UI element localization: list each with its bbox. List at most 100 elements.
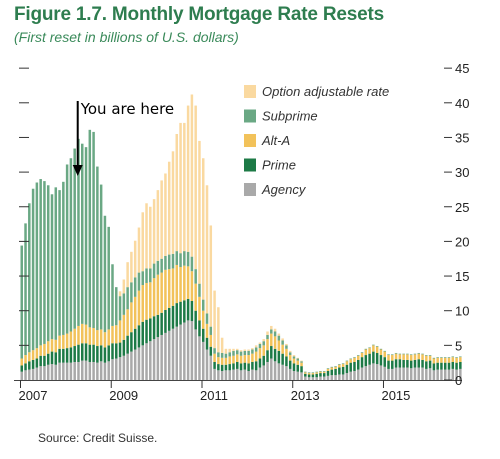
bar-prime-28: [122, 339, 126, 356]
bar-option-adjustable-rate-28: [122, 279, 126, 294]
bar-alt-a-51: [209, 334, 213, 347]
bar-option-adjustable-rate-29: [126, 262, 129, 288]
bar-alt-a-90: [357, 355, 360, 360]
bar-agency-84: [334, 375, 337, 380]
bar-subprime-110: [432, 357, 436, 359]
bar-prime-3: [28, 361, 31, 370]
bar-alt-a-93: [368, 348, 371, 354]
bar-agency-75: [300, 372, 303, 380]
bar-alt-a-81: [322, 371, 326, 374]
bar-subprime-9: [50, 194, 54, 340]
bar-alt-a-4: [31, 350, 35, 360]
bar-agency-98: [387, 368, 390, 380]
y-tick-label-20: 20: [455, 234, 469, 249]
bar-option-adjustable-rate-40: [167, 161, 171, 255]
bar-agency-6: [39, 366, 42, 380]
bar-subprime-6: [39, 179, 42, 346]
bar-subprime-3: [28, 203, 31, 353]
bar-alt-a-84: [334, 366, 337, 369]
bar-alt-a-42: [175, 264, 179, 304]
bar-subprime-43: [179, 253, 182, 268]
bar-agency-40: [167, 330, 171, 380]
bar-prime-109: [428, 360, 432, 369]
bar-agency-16: [77, 361, 80, 380]
bar-agency-8: [46, 364, 50, 380]
bar-option-adjustable-rate-75: [300, 360, 303, 362]
bar-prime-8: [46, 353, 50, 365]
bar-agency-62: [251, 369, 254, 380]
you-are-here-annotation: You are here: [72, 100, 174, 176]
bar-subprime-51: [209, 326, 213, 335]
bar-agency-80: [319, 376, 322, 380]
bar-prime-13: [65, 348, 69, 363]
bar-agency-28: [122, 355, 126, 380]
bar-prime-71: [285, 356, 288, 367]
bar-agency-89: [353, 370, 356, 380]
y-tick-label-40: 40: [455, 96, 469, 111]
bar-subprime-67: [270, 329, 273, 334]
bar-subprime-78: [311, 372, 315, 374]
legend-label-subprime: Subprime: [262, 109, 318, 124]
bar-prime-15: [73, 346, 76, 362]
bar-prime-45: [186, 298, 190, 321]
bar-subprime-11: [58, 190, 61, 336]
bar-alt-a-66: [266, 339, 269, 351]
bar-prime-115: [451, 361, 455, 369]
bar-prime-47: [194, 310, 197, 330]
x-tick-label-2011: 2011: [200, 388, 228, 403]
bar-prime-10: [54, 352, 58, 365]
bar-option-adjustable-rate-67: [270, 325, 273, 330]
bar-subprime-28: [122, 293, 126, 315]
bar-alt-a-106: [417, 353, 420, 360]
bar-alt-a-48: [198, 296, 201, 321]
bar-agency-1: [20, 371, 23, 380]
bar-subprime-84: [334, 366, 337, 367]
bar-agency-56: [228, 370, 231, 380]
bar-prime-68: [273, 348, 277, 362]
bar-prime-6: [39, 355, 42, 367]
bar-prime-55: [224, 364, 228, 371]
bar-subprime-60: [243, 350, 247, 356]
bar-option-adjustable-rate-73: [292, 355, 296, 357]
bar-layer: [20, 94, 462, 380]
bar-subprime-41: [171, 253, 175, 269]
bar-alt-a-41: [171, 268, 175, 306]
bar-agency-67: [270, 358, 273, 380]
bar-prime-54: [220, 364, 224, 371]
bar-prime-36: [152, 316, 156, 340]
bar-agency-92: [364, 366, 368, 380]
bar-subprime-19: [88, 129, 92, 328]
bar-prime-19: [88, 344, 92, 362]
bar-agency-10: [54, 364, 58, 380]
bar-subprime-79: [315, 371, 318, 373]
bar-subprime-111: [436, 357, 439, 358]
bar-alt-a-67: [270, 333, 273, 347]
bar-agency-53: [217, 370, 220, 380]
bar-agency-83: [330, 375, 334, 380]
bar-subprime-17: [81, 143, 84, 324]
bar-agency-107: [421, 367, 424, 380]
bar-option-adjustable-rate-63: [254, 345, 258, 348]
y-tick-label-30: 30: [455, 165, 469, 180]
bar-subprime-91: [360, 352, 364, 353]
bar-alt-a-1: [20, 358, 23, 366]
bar-subprime-73: [292, 356, 296, 359]
bar-alt-a-112: [440, 357, 443, 363]
bar-alt-a-56: [228, 356, 231, 365]
bar-subprime-80: [319, 370, 322, 372]
bar-subprime-32: [137, 272, 141, 291]
bar-alt-a-12: [62, 334, 65, 349]
bar-agency-96: [379, 365, 383, 380]
bar-option-adjustable-rate-70: [281, 338, 284, 341]
bar-subprime-5: [35, 182, 39, 349]
bar-alt-a-45: [186, 266, 190, 299]
bar-agency-3: [28, 369, 31, 380]
bar-alt-a-89: [353, 357, 356, 362]
y-tick-label-45: 45: [455, 61, 469, 76]
bar-prime-59: [239, 363, 243, 371]
bar-prime-70: [281, 353, 284, 365]
bar-option-adjustable-rate-43: [179, 122, 182, 254]
bar-alt-a-95: [375, 346, 379, 353]
bar-alt-a-97: [383, 351, 386, 358]
